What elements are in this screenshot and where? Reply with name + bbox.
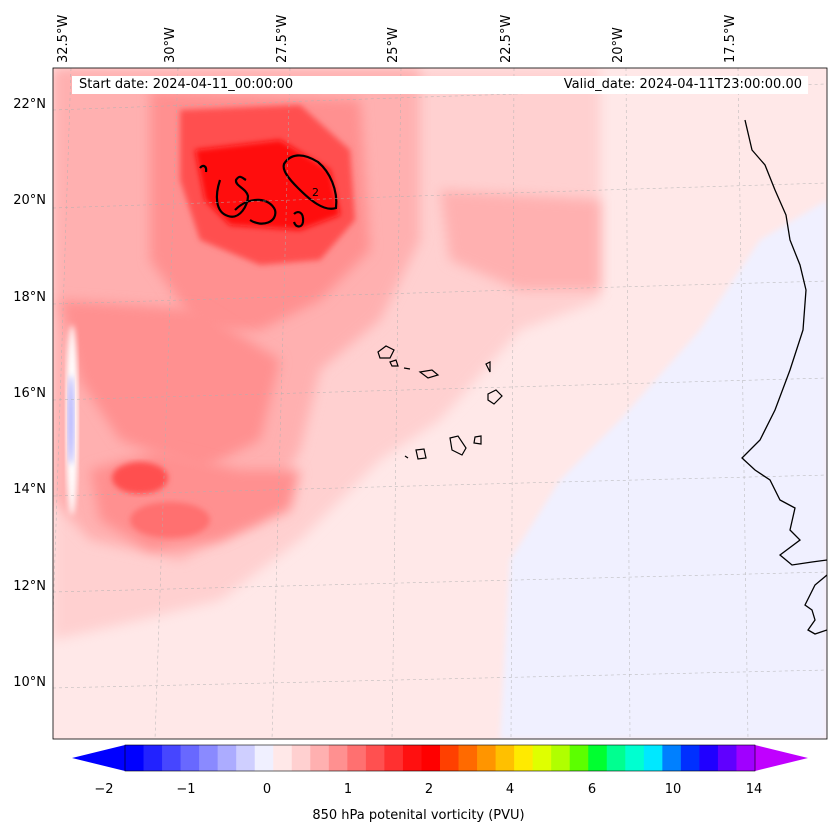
contour-label: 2 xyxy=(312,186,319,199)
colorbar-extend-min xyxy=(72,745,125,771)
pv-region-low-tongue xyxy=(440,190,600,290)
colorbar-cell xyxy=(514,745,534,771)
colorbar-cell xyxy=(347,745,367,771)
colorbar-cell xyxy=(291,745,311,771)
colorbar-tick: 6 xyxy=(587,782,597,797)
valid-date-label: Valid_date: 2024-04-11T23:00:00.00 xyxy=(563,77,802,92)
info-box: Start date: 2024-04-11_00:00:00 Valid_da… xyxy=(72,76,808,94)
lat-label: 14°N xyxy=(13,482,46,497)
africa-coastline xyxy=(741,119,827,566)
pv-core-north-inner xyxy=(195,140,340,230)
colorbar-cell xyxy=(551,745,571,771)
colorbar-cell xyxy=(569,745,589,771)
colorbar-cell xyxy=(458,745,478,771)
colorbar-cell xyxy=(421,745,441,771)
colorbar-cell xyxy=(588,745,608,771)
colorbar-cell xyxy=(625,745,645,771)
cape-verde-islands xyxy=(377,345,503,460)
colorbar-tick: 14 xyxy=(745,782,763,797)
map-frame xyxy=(52,67,828,740)
colorbar-cell xyxy=(199,745,219,771)
colorbar-tick: 4 xyxy=(505,782,515,797)
start-date-label: Start date: 2024-04-11_00:00:00 xyxy=(79,77,294,92)
colorbar-cell xyxy=(180,745,200,771)
colorbar-outline xyxy=(124,744,756,772)
lat-label: 10°N xyxy=(13,675,46,690)
lat-label: 22°N xyxy=(13,97,46,112)
colorbar-cell xyxy=(477,745,497,771)
colorbar-label: 850 hPa potenital vorticity (PVU) xyxy=(312,808,525,823)
africa-coastline-guinea xyxy=(804,574,827,635)
colorbar-cell xyxy=(162,745,182,771)
lat-label: 16°N xyxy=(13,386,46,401)
pv-negative-region xyxy=(500,200,827,739)
colorbar-tick: 0 xyxy=(262,782,272,797)
colorbar-cell xyxy=(440,745,460,771)
colorbar-cell xyxy=(236,745,256,771)
colorbar-cell xyxy=(699,745,719,771)
pv-core-south-1 xyxy=(112,462,168,494)
colorbar-cell xyxy=(717,745,737,771)
colorbar-cell xyxy=(273,745,293,771)
colorbar-cell xyxy=(217,745,237,771)
lat-label: 18°N xyxy=(13,290,46,305)
colorbar-tick: −1 xyxy=(176,782,196,797)
colorbar-cell xyxy=(125,745,145,771)
gridlines xyxy=(53,68,827,739)
colorbar-cell xyxy=(532,745,552,771)
lat-label: 20°N xyxy=(13,193,46,208)
colorbar-tick: −2 xyxy=(94,782,114,797)
colorbar-cell xyxy=(736,745,756,771)
colorbar-cell xyxy=(310,745,330,771)
colorbar-cell xyxy=(402,745,422,771)
colorbar-cell xyxy=(643,745,663,771)
colorbar-tick: 10 xyxy=(664,782,682,797)
colorbar-cell xyxy=(365,745,385,771)
colorbar-cell xyxy=(384,745,404,771)
colorbar-cell xyxy=(662,745,682,771)
colorbar xyxy=(72,744,808,772)
colorbar-tick: 2 xyxy=(424,782,434,797)
colorbar-cell xyxy=(606,745,626,771)
colorbar-cell xyxy=(495,745,515,771)
lat-label: 12°N xyxy=(13,579,46,594)
pv-2-contour xyxy=(199,154,338,228)
pv-core-south-2 xyxy=(130,502,210,538)
colorbar-tick: 1 xyxy=(343,782,353,797)
pv-negative-streak xyxy=(68,375,74,465)
colorbar-cell xyxy=(254,745,274,771)
colorbar-extend-max xyxy=(755,745,808,771)
colorbar-cell xyxy=(143,745,163,771)
colorbar-cell xyxy=(680,745,700,771)
pv-band-west xyxy=(60,300,280,470)
colorbar-cell xyxy=(328,745,348,771)
